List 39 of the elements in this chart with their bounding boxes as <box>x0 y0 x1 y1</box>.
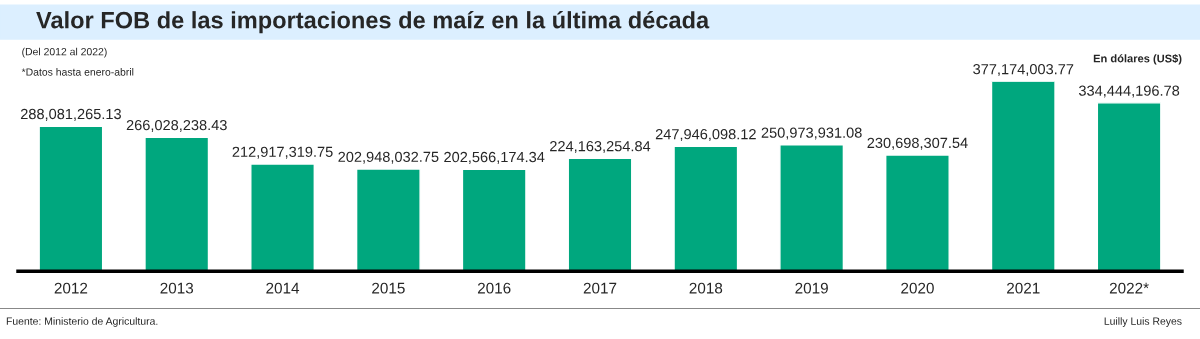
data-label: 288,081,265.13 <box>20 108 121 121</box>
bar <box>144 136 210 272</box>
data-label: 202,948,032.75 <box>338 151 439 164</box>
bar <box>673 145 739 272</box>
data-label: 334,444,196.78 <box>1078 85 1180 98</box>
x-tick-label: 2018 <box>689 282 723 294</box>
data-label: 202,566,174.34 <box>444 151 545 164</box>
x-tick-label: 2017 <box>583 282 617 294</box>
bar <box>38 125 104 272</box>
bar <box>990 81 1056 272</box>
data-label: 224,163,254.84 <box>550 141 651 154</box>
source-note: Fuente: Ministerio de Agricultura. <box>6 317 158 327</box>
bar <box>461 168 527 272</box>
bar <box>885 154 950 272</box>
x-tick-label: 2012 <box>54 282 88 294</box>
data-label: 250,973,931.08 <box>761 127 862 140</box>
text: Luilly Luis Reyes <box>1104 317 1182 327</box>
x-tick-label: 2022* <box>1109 282 1149 294</box>
x-tick-label: 2015 <box>372 282 405 294</box>
x-tick-label: 2020 <box>901 282 934 294</box>
x-tick-label: 2013 <box>160 282 194 294</box>
bar <box>1096 102 1162 272</box>
data-label: 266,028,238.43 <box>126 119 227 132</box>
x-tick-label: 2014 <box>266 282 300 294</box>
x-tick-label: 2016 <box>477 282 511 294</box>
bar <box>250 163 315 272</box>
chart-title: Valor FOB de las importaciones de maíz en la última década <box>36 10 710 34</box>
bar <box>355 168 421 272</box>
data-label: 230,698,307.54 <box>867 137 968 150</box>
x-tick-label: 2019 <box>795 282 828 294</box>
y-axis-title: En dólares (US$) <box>1093 54 1182 65</box>
text: *Datos hasta enero-abril <box>21 68 134 76</box>
bar <box>567 157 633 272</box>
x-tick-label: 2021 <box>1007 282 1040 294</box>
data-label: 377,174,003.77 <box>973 63 1074 77</box>
bar <box>779 144 845 272</box>
chart-subtitle: (Del 2012 al 2022) <box>22 47 107 58</box>
data-label: 212,917,319.75 <box>232 146 333 159</box>
data-label: 247,946,098.12 <box>655 129 756 142</box>
